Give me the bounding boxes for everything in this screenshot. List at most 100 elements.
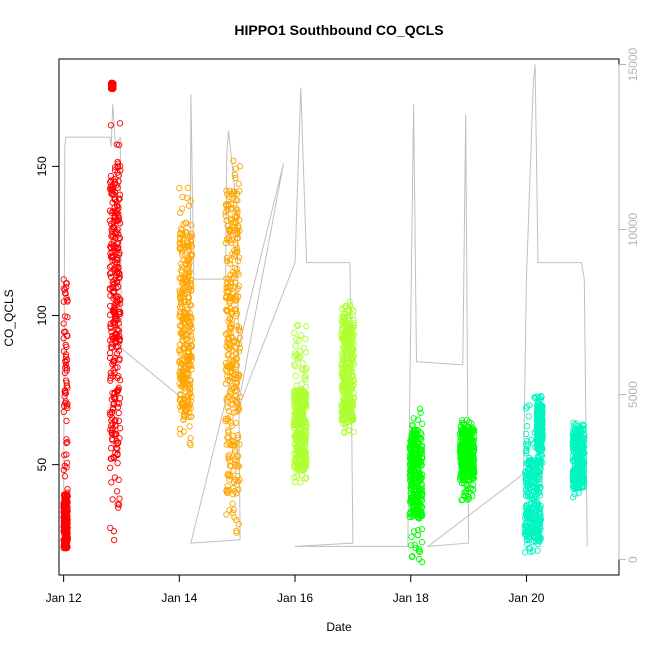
data-point (467, 457, 474, 464)
data-point (224, 338, 231, 346)
data-point (60, 276, 67, 283)
data-point (233, 322, 241, 330)
data-point (530, 497, 538, 504)
data-point (109, 420, 116, 427)
data-point (413, 436, 420, 443)
data-point (225, 451, 232, 459)
x-tick-label: Jan 18 (393, 591, 429, 605)
data-point (63, 402, 70, 409)
data-point (233, 339, 241, 347)
data-point (223, 284, 230, 292)
data-point (522, 526, 529, 534)
data-point (419, 420, 426, 427)
data-point (108, 344, 116, 351)
data-point (418, 435, 425, 443)
data-point (524, 536, 531, 543)
data-point (418, 446, 426, 453)
data-point (108, 479, 115, 486)
data-point (229, 422, 236, 429)
data-point (176, 346, 183, 354)
data-point (108, 328, 115, 336)
data-point (341, 318, 349, 325)
data-point (235, 348, 243, 355)
data-point (179, 251, 186, 258)
data-point (62, 351, 70, 358)
data-point (234, 206, 241, 213)
data-point (532, 488, 540, 496)
data-point (232, 457, 239, 464)
data-point (61, 473, 69, 480)
data-point (534, 502, 541, 509)
data-point (338, 402, 345, 409)
data-point (293, 351, 300, 359)
y-tick-label: 50 (35, 458, 49, 472)
data-point (235, 521, 242, 528)
data-point (535, 532, 542, 540)
data-point (571, 490, 578, 498)
data-point (235, 324, 243, 331)
data-point (350, 428, 357, 436)
data-point (458, 433, 466, 441)
data-point (232, 241, 239, 248)
data-point (572, 420, 580, 427)
data-point (523, 537, 530, 544)
data-point (234, 257, 242, 265)
data-point (176, 245, 183, 252)
data-point (295, 392, 302, 399)
data-point (416, 555, 423, 563)
data-point (232, 307, 240, 315)
data-point (177, 350, 184, 357)
x-tick-label: Jan 20 (508, 591, 544, 605)
data-point (579, 442, 587, 449)
data-point (222, 294, 230, 301)
data-point (223, 398, 230, 405)
data-point (60, 402, 68, 410)
data-point (181, 363, 189, 371)
data-point (187, 434, 194, 442)
data-point (176, 425, 184, 433)
data-point (236, 163, 244, 170)
data-point (294, 463, 301, 470)
data-point (294, 460, 301, 467)
data-point (350, 316, 357, 324)
data-point (113, 263, 120, 271)
data-point (224, 308, 231, 315)
data-point (114, 283, 122, 291)
data-point (457, 474, 464, 481)
data-point (107, 369, 114, 377)
data-point (182, 330, 189, 338)
data-point (115, 160, 122, 167)
data-point (116, 270, 123, 277)
data-point (228, 321, 235, 328)
data-point (227, 441, 234, 448)
data-point (186, 423, 193, 430)
y-axis-label: CO_QCLS (2, 289, 16, 346)
data-point (301, 434, 308, 442)
data-point (232, 383, 239, 390)
data-point (298, 408, 305, 416)
data-point (462, 460, 470, 467)
data-point (408, 533, 415, 541)
data-point (186, 384, 194, 391)
data-point (414, 532, 421, 539)
data-point (177, 235, 184, 242)
data-point (179, 382, 186, 389)
data-point (234, 478, 242, 485)
data-point (460, 472, 467, 479)
data-point (114, 374, 121, 382)
data-point (523, 403, 530, 410)
data-point (177, 391, 184, 398)
data-point (578, 466, 586, 474)
data-point (60, 408, 67, 416)
data-point (63, 436, 70, 443)
data-point (569, 443, 577, 450)
data-point (113, 285, 120, 292)
data-point (107, 253, 115, 261)
data-point (60, 328, 68, 336)
data-point (62, 361, 70, 368)
data-point (108, 429, 116, 437)
data-point (418, 539, 426, 546)
data-point (522, 492, 530, 499)
data-point (296, 431, 304, 438)
data-point (115, 417, 123, 424)
